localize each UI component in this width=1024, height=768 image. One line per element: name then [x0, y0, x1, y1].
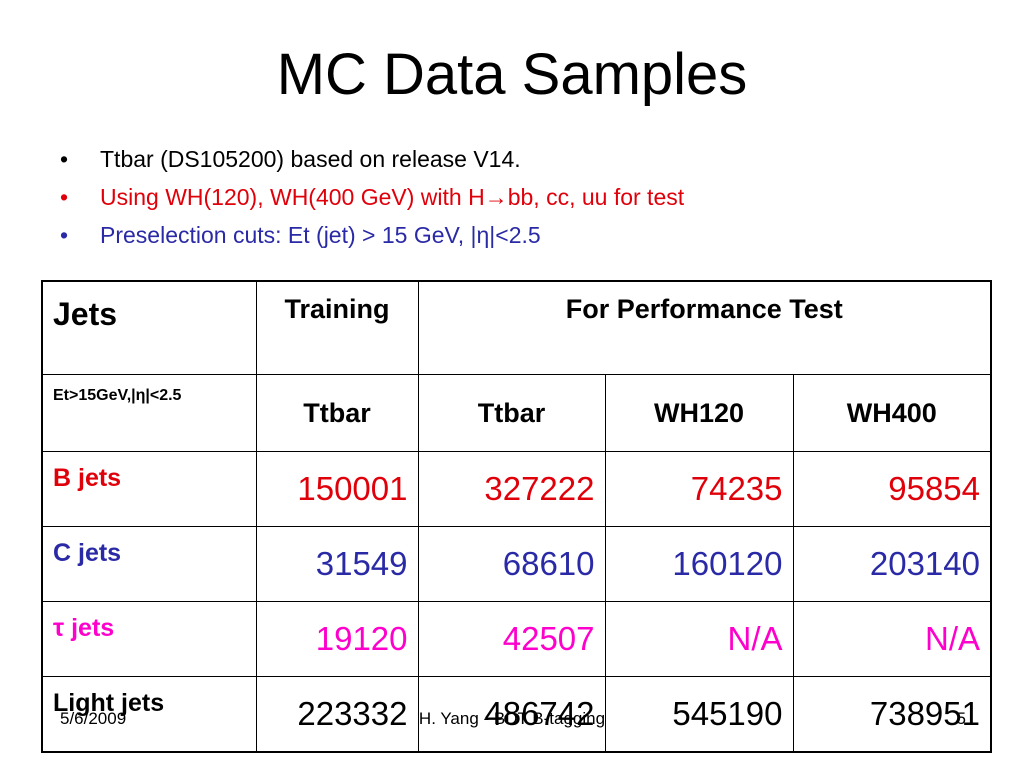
table-row-b-jets: B jets 150001 327222 74235 95854 [41, 451, 992, 527]
table-row-tau-jets: τ jets 19120 42507 N/A N/A [41, 601, 992, 677]
table-cell: 545190 [604, 676, 794, 753]
bullet-text: Using WH(120), WH(400 GeV) with H→bb, cc… [100, 184, 685, 210]
table-cell: N/A [604, 601, 794, 677]
bullet-list: • Ttbar (DS105200) based on release V14.… [60, 140, 980, 254]
table-cell: 19120 [255, 601, 419, 677]
bullet-text: Preselection cuts: Et (jet) > 15 GeV, |η… [100, 222, 541, 248]
row-label: τ jets [41, 601, 257, 677]
bullet-text: Ttbar (DS105200) based on release V14. [100, 146, 521, 172]
table-cell: 223332 [255, 676, 419, 753]
table-subheader-row: Et>15GeV,|η|<2.5 Ttbar Ttbar WH120 WH400 [41, 374, 992, 452]
footer-date: 5/6/2009 [60, 709, 127, 728]
table-row-light-jets: Light jets 223332 486742 545190 738951 [41, 676, 992, 753]
bullet-icon: • [60, 222, 69, 248]
table-cell: 486742 [417, 676, 606, 753]
table-cell: 150001 [255, 451, 419, 527]
header-jets: Jets [41, 280, 257, 375]
subheader-col: Ttbar [417, 374, 606, 452]
table-cell: 738951 [792, 676, 992, 753]
table-cell: N/A [792, 601, 992, 677]
subheader-col: WH120 [604, 374, 794, 452]
table-cell: 203140 [792, 526, 992, 602]
row-label: C jets [41, 526, 257, 602]
bullet-icon: • [60, 146, 69, 172]
table-cell: 68610 [417, 526, 606, 602]
slide-title: MC Data Samples [276, 42, 748, 107]
table-cell: 42507 [417, 601, 606, 677]
table-cell: 31549 [255, 526, 419, 602]
table-cell: 160120 [604, 526, 794, 602]
header-performance-test: For Performance Test [417, 280, 992, 375]
table-cell: 327222 [417, 451, 606, 527]
table-cell: 74235 [604, 451, 794, 527]
jets-table: Jets Training For Performance Test Et>15… [41, 280, 992, 753]
footer-page-number: 5 [956, 709, 966, 728]
table-row-c-jets: C jets 31549 68610 160120 203140 [41, 526, 992, 602]
footer-title: H. Yang - BDT B-tagging [418, 709, 606, 728]
bullet-item: • Using WH(120), WH(400 GeV) with H→bb, … [60, 178, 980, 216]
row-label: B jets [41, 451, 257, 527]
subheader-cut-label: Et>15GeV,|η|<2.5 [41, 374, 257, 452]
bullet-item: • Preselection cuts: Et (jet) > 15 GeV, … [60, 216, 980, 254]
subheader-col: Ttbar [255, 374, 419, 452]
table-cell: 95854 [792, 451, 992, 527]
bullet-icon: • [60, 184, 69, 210]
header-training: Training [255, 280, 419, 375]
table-header-row: Jets Training For Performance Test [41, 280, 992, 375]
bullet-item: • Ttbar (DS105200) based on release V14. [60, 140, 980, 178]
subheader-col: WH400 [792, 374, 992, 452]
row-label: Light jets [41, 676, 257, 753]
